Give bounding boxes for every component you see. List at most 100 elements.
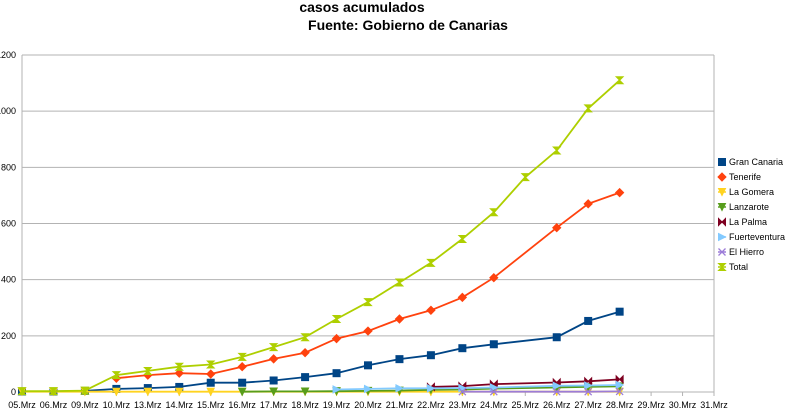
data-point: [395, 355, 404, 364]
data-point: [584, 387, 593, 396]
chart-subtitle: Fuente: Gobierno de Canarias: [308, 17, 508, 33]
data-point: [489, 340, 498, 349]
x-tick-label: 21.Mrz: [386, 400, 414, 410]
legend-label: La Palma: [729, 217, 767, 227]
x-tick-label: 10.Mrz: [103, 400, 131, 410]
data-point: [584, 381, 593, 390]
x-tick-label: 28.Mrz: [606, 400, 634, 410]
series-line: [22, 310, 620, 393]
series-group: [17, 76, 625, 397]
legend-label: Lanzarote: [729, 202, 769, 212]
y-tick-label: 400: [1, 275, 16, 285]
data-point: [615, 307, 624, 316]
x-tick-label: 24.Mrz: [480, 400, 508, 410]
data-point: [364, 361, 372, 370]
data-point: [552, 223, 562, 233]
data-point: [394, 314, 405, 324]
legend: Gran Canaria Tenerife La Gomera Lanzarote La…: [717, 157, 785, 272]
data-point: [457, 234, 468, 243]
data-point: [206, 387, 216, 397]
data-point: [395, 384, 405, 393]
data-point: [174, 368, 184, 378]
data-point: [111, 371, 122, 380]
data-point: [615, 380, 625, 390]
data-point: [268, 354, 279, 364]
data-point: [206, 378, 215, 387]
x-tick-label: 16.Mrz: [228, 400, 256, 410]
data-point: [583, 104, 593, 113]
legend-marker: [718, 248, 726, 256]
x-tick-label: 06.Mrz: [40, 400, 68, 410]
legend-marker: [717, 172, 727, 182]
data-point: [268, 343, 279, 352]
data-point: [80, 386, 90, 395]
series-line: [430, 378, 620, 388]
x-tick-label: 25.Mrz: [512, 400, 540, 410]
x-tick-label: 14.Mrz: [166, 400, 194, 410]
series-gran-canaria: [18, 307, 624, 396]
x-tick-label: 19.Mrz: [323, 400, 351, 410]
x-tick-label: 05.Mrz: [8, 400, 36, 410]
data-point: [426, 384, 436, 393]
data-point: [394, 278, 405, 287]
chart-title: casos acumulados: [299, 0, 424, 15]
x-tick-label: 23.Mrz: [449, 400, 477, 410]
data-point: [458, 387, 467, 396]
legend-marker: [717, 188, 727, 197]
series-line: [22, 79, 621, 393]
data-point: [552, 387, 561, 396]
data-point: [331, 333, 342, 344]
legend-label: El Hierro: [729, 247, 764, 257]
x-tick-label: 20.Mrz: [354, 400, 382, 410]
series-total: [17, 76, 625, 396]
data-point: [332, 385, 342, 394]
data-point: [300, 387, 310, 397]
data-point: [363, 326, 373, 336]
data-point: [174, 387, 184, 397]
y-tick-label: 800: [1, 162, 16, 172]
data-point: [48, 387, 59, 396]
data-point: [489, 387, 498, 396]
data-point: [552, 381, 562, 391]
data-point: [237, 352, 247, 361]
x-tick-label: 13.Mrz: [134, 400, 162, 410]
data-point: [520, 173, 530, 182]
data-point: [552, 333, 561, 342]
x-axis-ticks: 05.Mrz 06.Mrz 09.Mrz 10.Mrz 13.Mrz 14.Mrz 15.M…: [8, 392, 728, 410]
data-point: [143, 366, 153, 375]
data-point: [174, 362, 184, 371]
legend-marker: [718, 232, 727, 242]
data-point: [583, 199, 593, 209]
data-point: [331, 314, 342, 323]
data-point: [206, 369, 216, 379]
data-point: [426, 258, 436, 267]
data-point: [457, 292, 468, 303]
data-point: [143, 387, 153, 397]
x-tick-label: 17.Mrz: [260, 400, 288, 410]
legend-marker: [717, 263, 727, 271]
data-point: [364, 384, 373, 394]
y-tick-label: 0: [11, 387, 16, 397]
data-point: [458, 344, 467, 353]
legend-label: Fuerteventura: [729, 232, 785, 242]
grid: [22, 54, 714, 393]
y-tick-label: 1200: [0, 50, 16, 60]
legend-marker: [718, 217, 726, 227]
data-point: [615, 374, 624, 385]
data-point: [614, 187, 625, 198]
legend-label: La Gomera: [729, 187, 774, 197]
data-point: [614, 76, 625, 85]
data-point: [363, 298, 373, 307]
data-point: [489, 208, 499, 217]
x-tick-label: 30.Mrz: [669, 400, 697, 410]
data-point: [206, 360, 216, 369]
series-el-hierro: [458, 387, 624, 396]
x-tick-label: 09.Mrz: [71, 400, 99, 410]
series-tenerife: [111, 187, 625, 383]
legend-label: Tenerife: [729, 172, 761, 182]
x-tick-label: 15.Mrz: [197, 400, 225, 410]
series-fuerteventura: [332, 380, 625, 394]
x-tick-label: 18.Mrz: [291, 400, 319, 410]
data-point: [615, 387, 624, 396]
legend-marker: [717, 203, 727, 212]
